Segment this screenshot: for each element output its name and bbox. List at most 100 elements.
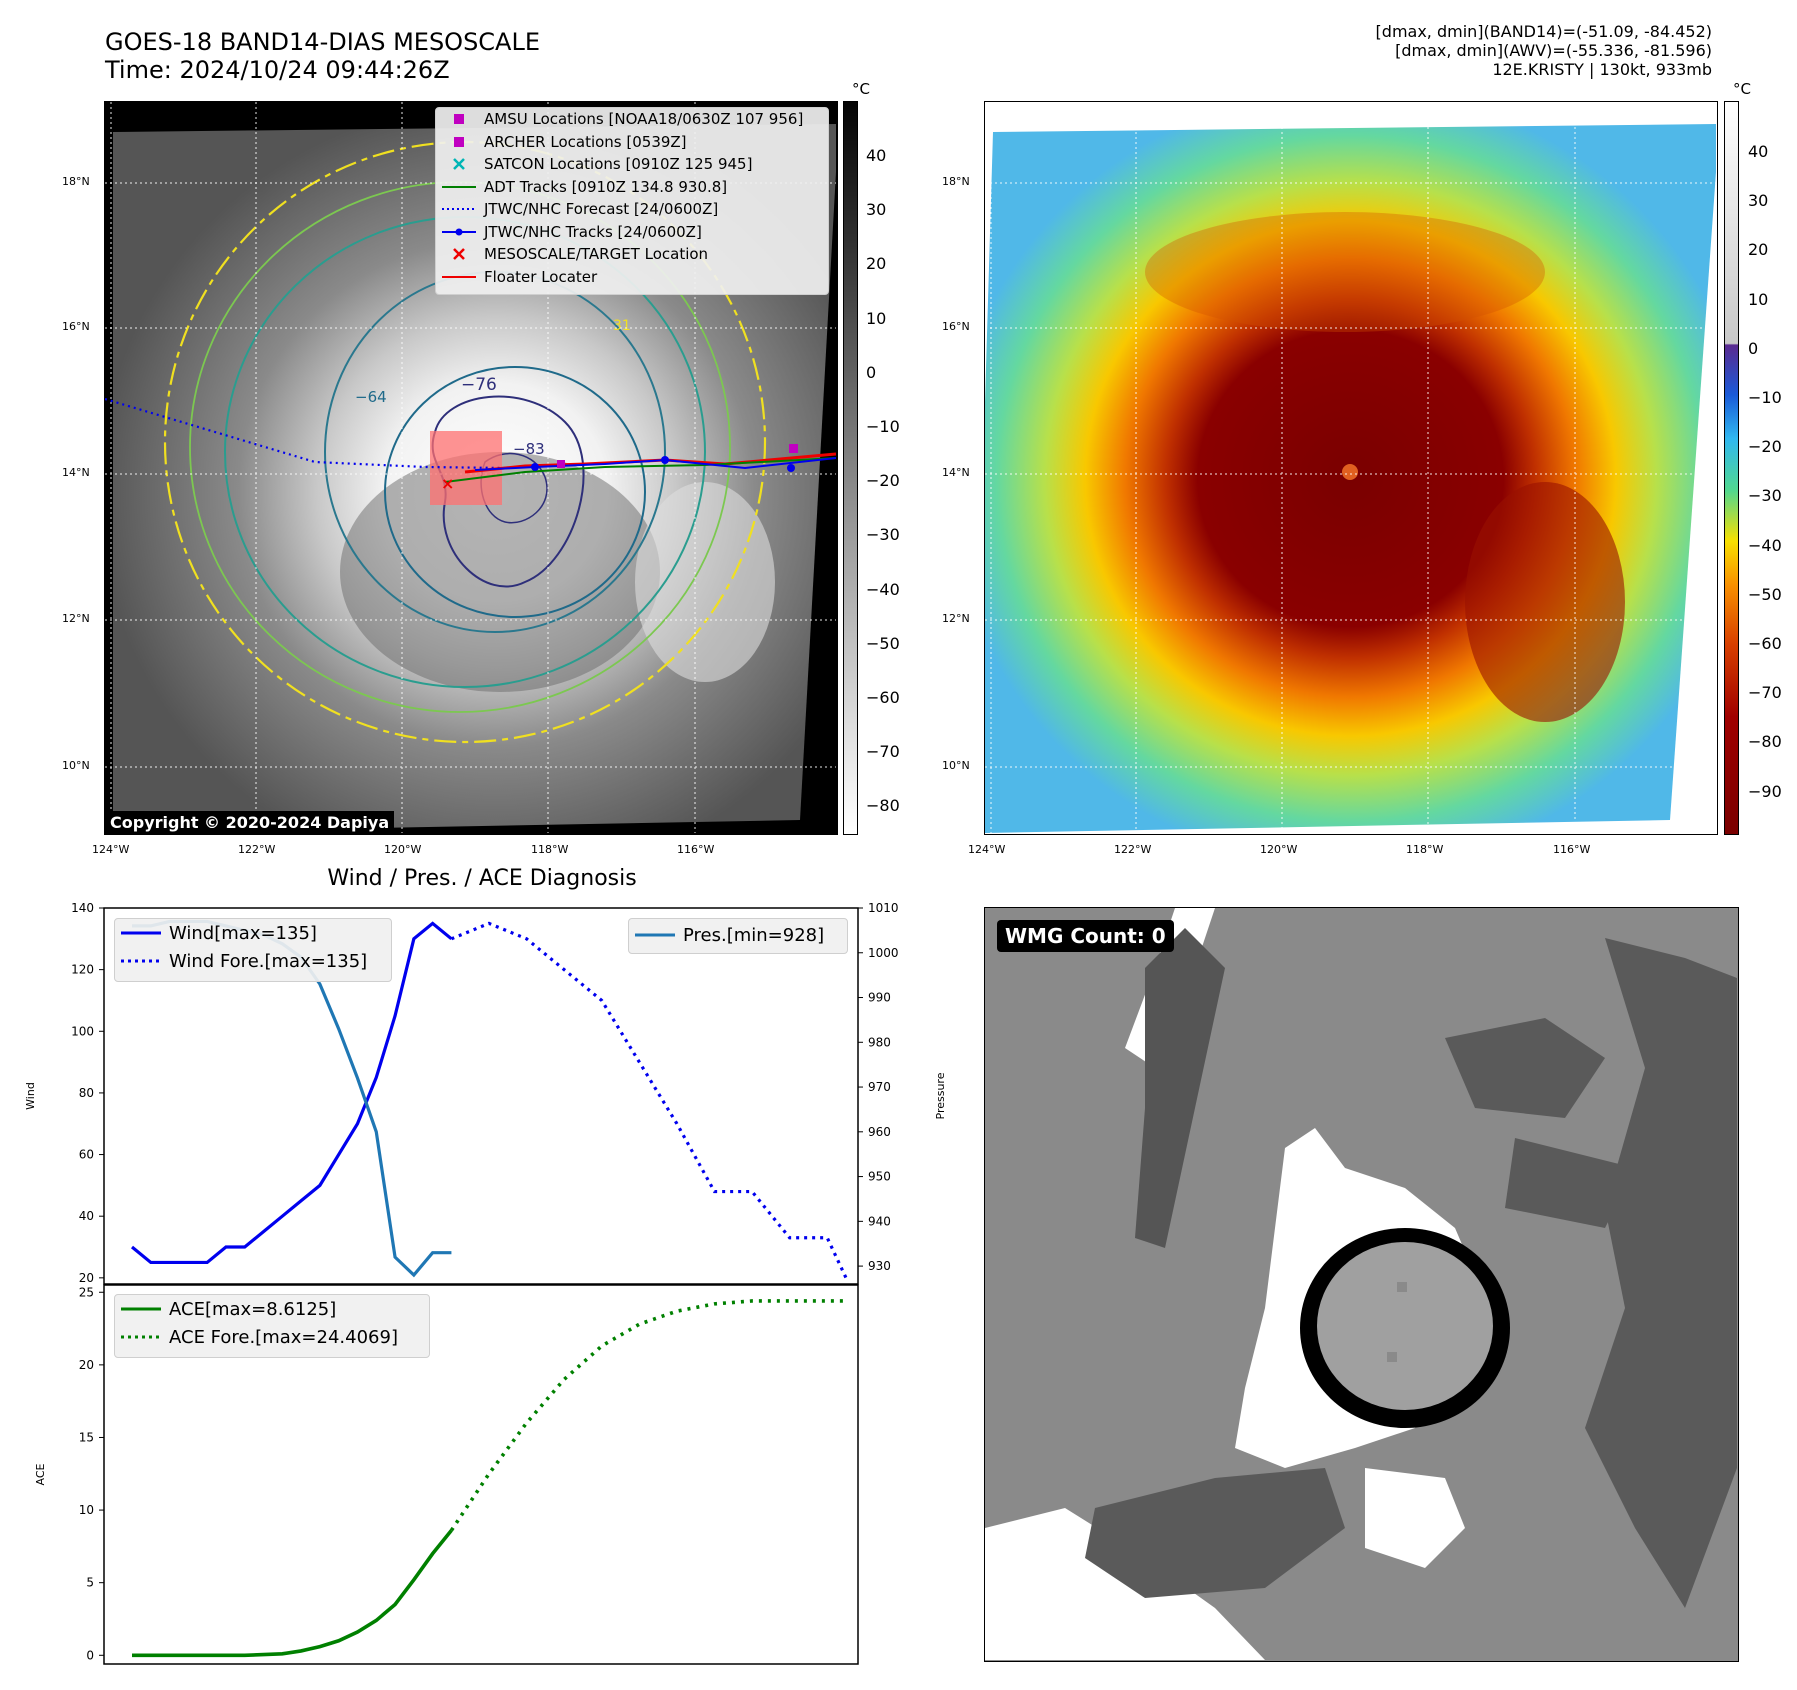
lat-tick: 16°N <box>62 320 90 333</box>
svg-text:×: × <box>441 474 454 493</box>
lat-tick: 10°N <box>942 759 970 772</box>
ace-tick-label: 20 <box>79 1358 94 1372</box>
ace-tick-label: 0 <box>86 1648 94 1662</box>
colorbar-tick-label: −70 <box>1748 683 1782 703</box>
ace-chart: 25 20 15 10 5 0 ACE <box>34 1284 859 1665</box>
lon-tick: 120°W <box>1260 843 1298 856</box>
legend-archer: ARCHER Locations [0539Z] <box>436 131 828 154</box>
pressure-tick-label: 970 <box>868 1080 891 1094</box>
lon-tick: 122°W <box>238 843 276 856</box>
colorbar-tick-label: 40 <box>866 146 887 165</box>
legend-forecast: JTWC/NHC Forecast [24/0600Z] <box>442 200 719 219</box>
info-line-2: [dmax, dmin](AWV)=(-55.336, -81.596) <box>1395 41 1712 60</box>
wmg-panel: WMG Count: 0 <box>984 907 1739 1662</box>
colorbar-tick-label: 20 <box>866 254 887 274</box>
lon-tick: 116°W <box>677 843 715 856</box>
pressure-tick-label: 960 <box>868 1125 891 1139</box>
pressure-axis-label: Pressure <box>934 1072 947 1119</box>
colorbar-tick-label: 0 <box>866 362 877 382</box>
colorbar-tick-label: −60 <box>866 688 900 707</box>
contour-label-83: −83 <box>513 440 545 458</box>
diagnosis-title: Wind / Pres. / ACE Diagnosis <box>327 866 637 891</box>
lat-tick: 16°N <box>942 320 970 333</box>
legend-wind: Wind[max=135] <box>121 922 317 944</box>
wind-tick-label: 120 <box>71 963 94 977</box>
info-line-1: [dmax, dmin](BAND14)=(-51.09, -84.452) <box>1375 22 1712 41</box>
colorbar-tick-label: 20 <box>1748 240 1769 260</box>
color-colorbar-unit: °C <box>1733 80 1751 98</box>
color-colorbar <box>1724 101 1739 835</box>
colorbar-tick-label: −10 <box>866 417 900 436</box>
lon-tick: 118°W <box>531 843 569 856</box>
colorbar-tick-label: 40 <box>1748 142 1769 161</box>
wmg-count-badge: WMG Count: 0 <box>997 920 1174 952</box>
colorbar-tick-label: −50 <box>1748 584 1782 604</box>
lon-tick: 116°W <box>1553 843 1591 856</box>
wind-tick-label: 60 <box>79 1148 94 1162</box>
ace-tick-label: 10 <box>79 1503 94 1517</box>
colorbar-tick-label: −80 <box>866 796 900 816</box>
lat-tick: 14°N <box>62 466 90 479</box>
colorbar-tick-label: −10 <box>1748 388 1782 407</box>
ace-series-line-1 <box>449 1299 846 1532</box>
colorbar-tick-label: 10 <box>1748 289 1769 309</box>
colorbar-tick-label: −40 <box>1748 535 1782 555</box>
wind-tick-label: 140 <box>71 901 94 915</box>
colorbar-tick-label: −50 <box>866 633 900 653</box>
legend-adt: ADT Tracks [0910Z 134.8 930.8] <box>442 177 728 196</box>
pressure-tick-label: 990 <box>868 991 891 1005</box>
lon-tick: 124°W <box>968 843 1006 856</box>
copyright-badge: Copyright © 2020-2024 Dapiya <box>105 811 395 834</box>
map-legend: AMSU Locations [NOAA18/0630Z 107 956] AR… <box>435 107 829 295</box>
wind-tick-label: 80 <box>79 1086 94 1100</box>
wind-tick-label: 40 <box>79 1209 94 1223</box>
legend-amsu: AMSU Locations [NOAA18/0630Z 107 956] <box>436 108 828 131</box>
wind-tick-label: 100 <box>71 1024 94 1038</box>
figure-title: GOES-18 BAND14-DIAS MESOSCALE Time: 2024… <box>105 28 540 84</box>
storm-info: [dmax, dmin](BAND14)=(-51.09, -84.452) [… <box>1376 22 1712 79</box>
ace-tick-label: 5 <box>86 1576 94 1590</box>
legend-floater: Floater Locater <box>442 267 598 286</box>
legend-tracks: JTWC/NHC Tracks [24/0600Z] <box>436 221 828 244</box>
lon-tick: 122°W <box>1114 843 1152 856</box>
wmg-image <box>985 908 1737 1660</box>
ace-series-line-0 <box>132 1529 453 1658</box>
wind-axis-label: Wind <box>24 1082 37 1110</box>
legend-pressure: Pres.[min=928] <box>635 924 825 946</box>
colorbar-tick-label: 10 <box>866 308 887 328</box>
ace-tick-label: 25 <box>79 1285 94 1299</box>
lat-tick: 18°N <box>62 175 90 188</box>
colorbar-tick-label: 30 <box>866 200 887 220</box>
lat-tick: 14°N <box>942 466 970 479</box>
legend-wind-forecast: Wind Fore.[max=135] <box>121 950 368 972</box>
gray-colorbar <box>843 101 858 835</box>
colorbar-tick-label: −90 <box>1748 781 1782 801</box>
wind-tick-label: 20 <box>79 1271 94 1285</box>
title-line-1: GOES-18 BAND14-DIAS MESOSCALE <box>105 28 541 56</box>
lon-tick: 118°W <box>1406 843 1444 856</box>
series-line-1 <box>450 921 848 1279</box>
ace-axis-label: ACE <box>34 1463 47 1485</box>
ace-tick-label: 15 <box>79 1430 94 1444</box>
contour-label-31: 31 <box>613 318 631 334</box>
colorbar-tick-label: −30 <box>1748 486 1782 506</box>
info-line-3: 12E.KRISTY | 130kt, 933mb <box>1492 60 1712 79</box>
colorbar-tick-label: −20 <box>866 471 900 491</box>
pressure-legend: Pres.[min=928] <box>628 918 848 954</box>
colorbar-tick-label: 0 <box>1748 338 1759 358</box>
wind-legend: Wind[max=135] Wind Fore.[max=135] <box>114 918 392 982</box>
legend-ace: ACE[max=8.6125] <box>121 1298 337 1320</box>
lon-tick: 120°W <box>384 843 422 856</box>
lat-tick: 10°N <box>62 759 90 772</box>
lat-tick: 18°N <box>942 175 970 188</box>
lat-tick: 12°N <box>62 612 90 625</box>
legend-mesoscale: MESOSCALE/TARGET Location <box>436 243 828 266</box>
title-line-2: Time: 2024/10/24 09:44:26Z <box>105 56 450 84</box>
ace-legend: ACE[max=8.6125] ACE Fore.[max=24.4069] <box>114 1294 430 1358</box>
contour-label-64: −64 <box>355 388 387 406</box>
colorbar-tick-label: −70 <box>866 742 900 762</box>
ir-map-image: −76 −64 −83 31 × <box>105 102 837 833</box>
pressure-tick-label: 950 <box>868 1170 891 1184</box>
pressure-tick-label: 930 <box>868 1259 891 1273</box>
pressure-tick-label: 1010 <box>868 901 899 915</box>
